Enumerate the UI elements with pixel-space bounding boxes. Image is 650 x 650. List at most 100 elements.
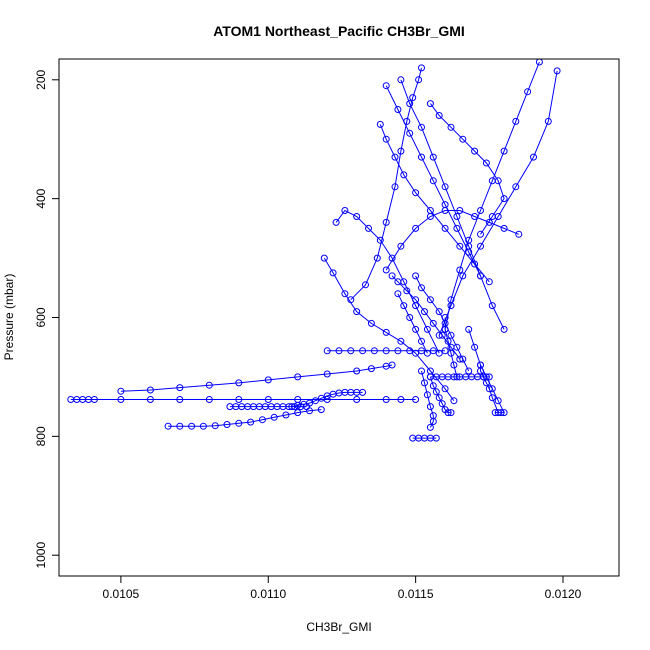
data-point <box>412 325 420 333</box>
data-point <box>391 153 399 161</box>
data-point <box>294 373 302 381</box>
data-point <box>429 347 437 355</box>
data-point <box>394 278 402 286</box>
data-point <box>176 396 184 403</box>
data-point <box>117 396 125 403</box>
data-point <box>90 396 98 403</box>
data-point <box>311 397 319 405</box>
data-point <box>317 394 325 402</box>
data-point <box>409 94 417 102</box>
data-point <box>447 349 455 357</box>
series-line <box>168 409 322 427</box>
data-point <box>394 106 402 113</box>
x-tick-label: 0.0110 <box>250 587 286 601</box>
data-point <box>412 396 420 403</box>
data-point <box>412 296 420 304</box>
data-point <box>494 177 502 185</box>
data-point <box>432 434 440 442</box>
data-point <box>176 422 184 430</box>
data-point <box>477 207 484 214</box>
series-line <box>421 370 434 428</box>
data-point <box>465 236 473 244</box>
data-point <box>444 409 452 417</box>
data-point <box>406 129 414 137</box>
data-point <box>435 308 443 316</box>
data-point <box>199 422 207 430</box>
data-point <box>488 213 496 220</box>
data-point <box>429 153 437 161</box>
data-point <box>426 403 434 411</box>
series-line <box>444 61 540 330</box>
data-point <box>382 82 390 90</box>
data-point <box>258 416 266 424</box>
series-line <box>438 70 558 336</box>
series-1 <box>164 406 325 430</box>
data-point <box>441 314 449 321</box>
series-line <box>397 293 428 354</box>
data-point <box>176 384 184 392</box>
data-point <box>441 385 449 393</box>
data-point <box>418 347 425 355</box>
data-point <box>418 284 425 292</box>
data-point <box>429 177 437 185</box>
series-line <box>385 85 481 277</box>
data-point <box>329 269 337 277</box>
y-tick-label: 1000 <box>34 542 48 569</box>
data-point <box>146 396 154 403</box>
data-point <box>382 396 390 403</box>
data-point <box>235 396 243 403</box>
data-point <box>391 183 399 191</box>
data-point <box>418 123 425 131</box>
data-point <box>376 120 384 128</box>
data-point <box>397 242 405 250</box>
data-point <box>447 123 455 131</box>
data-point <box>317 406 325 414</box>
data-point <box>412 224 420 232</box>
data-point <box>188 422 196 430</box>
data-point <box>382 218 390 226</box>
data-point <box>323 347 331 355</box>
data-point <box>382 347 390 355</box>
data-point <box>412 189 420 197</box>
data-point <box>444 337 452 345</box>
data-point <box>423 325 431 333</box>
data-point <box>471 260 479 268</box>
data-point <box>488 394 496 402</box>
data-point <box>485 278 493 286</box>
data-point <box>429 418 437 425</box>
series-line <box>429 103 505 235</box>
data-point <box>482 379 490 387</box>
data-point <box>353 213 361 220</box>
data-point <box>373 254 381 262</box>
data-point <box>524 88 532 96</box>
data-point <box>353 367 361 375</box>
data-point <box>418 153 425 161</box>
data-point <box>367 319 375 327</box>
data-point <box>453 343 461 351</box>
data-point <box>382 328 390 336</box>
data-point <box>423 349 431 357</box>
x-tick-label: 0.0105 <box>103 587 140 601</box>
x-axis: 0.0105 0.0110 0.0115 0.0120 <box>103 575 582 601</box>
data-point <box>264 376 272 384</box>
data-point <box>477 242 484 250</box>
series-line <box>120 364 393 392</box>
data-point <box>512 183 520 191</box>
data-point <box>359 388 367 396</box>
data-point <box>270 413 278 421</box>
series-23 <box>418 367 437 431</box>
data-point <box>512 117 520 125</box>
data-point <box>205 396 213 403</box>
data-point <box>394 290 402 298</box>
data-point <box>306 399 313 407</box>
series-15 <box>382 82 484 280</box>
chart-title: ATOM1 Northeast_Pacific CH3Br_GMI <box>213 23 465 39</box>
data-point <box>421 379 428 387</box>
data-point <box>282 411 290 419</box>
data-point <box>553 67 561 75</box>
data-point <box>320 254 328 262</box>
data-point <box>415 76 423 84</box>
data-point <box>438 400 446 408</box>
y-axis-label: Pressure (mbar) <box>2 274 16 361</box>
data-point <box>432 388 440 396</box>
